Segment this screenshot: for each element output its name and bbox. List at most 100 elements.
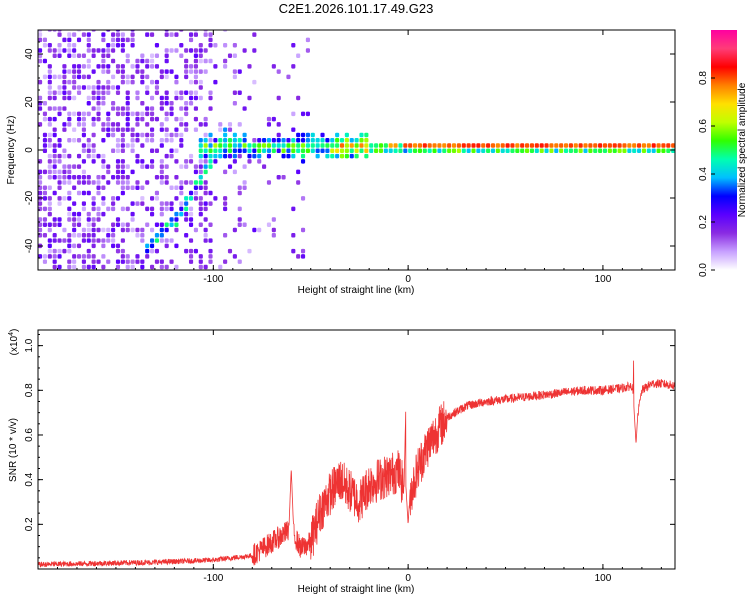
spectrogram-cell — [145, 85, 150, 90]
chart-title: C2E1.2026.101.17.49.G23 — [279, 1, 434, 16]
spectrogram-cell — [276, 95, 281, 101]
spectrogram-cell — [159, 238, 164, 243]
spectrogram-cell — [150, 106, 155, 111]
spectrogram-cell — [335, 138, 340, 143]
spectrogram-cell — [52, 127, 57, 132]
spectrogram-cell — [169, 217, 174, 222]
spectrogram-cell — [120, 132, 125, 138]
spectrogram-cell — [169, 106, 174, 111]
spectrogram-cell — [72, 53, 77, 59]
colorbar-ticks: 0.0 0.2 0.4 0.6 0.8 — [698, 71, 715, 277]
spectrogram-cell — [57, 48, 62, 53]
spectrogram-cell — [193, 127, 198, 132]
spectrogram-cell — [203, 159, 208, 164]
spectrogram-cell — [111, 32, 116, 37]
spectrogram-cell — [120, 138, 125, 143]
spectrogram-cell — [52, 48, 57, 53]
spectrogram-cell — [330, 138, 335, 143]
spectrogram-cell — [198, 180, 203, 185]
spectrogram-cell — [471, 148, 476, 154]
spectrogram-cell — [203, 69, 208, 74]
spectrogram-cell — [573, 143, 578, 148]
spectrogram-cell — [76, 190, 82, 196]
spectrogram-cell — [125, 264, 130, 270]
spectrogram-cell — [203, 58, 208, 64]
y-tick-label: -40 — [24, 238, 35, 253]
spectrogram-cell — [52, 90, 57, 95]
spectrogram-cell — [101, 264, 106, 270]
spectrogram-cell — [57, 143, 62, 148]
spectrogram-cell — [164, 132, 169, 138]
spectrogram-cell — [208, 153, 213, 159]
spectrogram-cell — [130, 79, 135, 85]
spectrogram-cell — [193, 164, 198, 169]
spectrogram-cell — [42, 196, 48, 201]
y-tick-label: -20 — [24, 190, 35, 205]
spectrogram-cell — [62, 37, 67, 43]
spectrogram-cell — [135, 254, 140, 259]
spectrogram-cell — [150, 243, 155, 249]
spectrogram-cell — [67, 48, 72, 53]
spectrogram-cell — [72, 264, 77, 270]
spectrogram-cell — [47, 30, 52, 32]
spectrogram-cell — [169, 69, 174, 74]
spectrogram-cell — [539, 143, 544, 148]
spectrogram-cell — [198, 95, 203, 101]
spectrogram-cell — [125, 106, 130, 111]
spectrogram-cell — [174, 217, 179, 222]
spectrogram-cell — [52, 116, 57, 122]
spectrogram-cell — [174, 32, 179, 37]
spectrogram-cell — [101, 69, 106, 74]
spectrogram-cell — [203, 227, 208, 233]
spectrogram-cell — [76, 222, 82, 227]
spectrogram-cell — [101, 159, 106, 164]
spectrogram-cell — [106, 90, 111, 95]
spectrogram-cell — [257, 153, 262, 159]
spectrogram-cell — [188, 48, 194, 53]
spectrogram-cell — [271, 227, 276, 233]
spectrogram-cell — [432, 143, 437, 148]
spectrogram-cell — [637, 143, 642, 148]
spectrogram-cell — [359, 132, 364, 138]
spectrogram-cell — [91, 132, 96, 138]
spectrogram-cell — [106, 79, 111, 85]
spectrogram-cell — [47, 95, 52, 101]
y-tick-label: 0 — [24, 147, 35, 153]
spectrogram-cell — [208, 132, 213, 138]
y-tick-label: 1.0 — [24, 338, 35, 352]
spectrogram-cell — [174, 211, 179, 217]
spectrogram-cell — [76, 53, 82, 59]
spectrogram-cell — [106, 227, 111, 233]
spectrogram-cell — [315, 148, 320, 154]
spectrogram-cell — [174, 159, 179, 164]
spectrogram-cell — [47, 153, 52, 159]
spectrogram-cell — [96, 111, 101, 117]
spectrogram-cell — [154, 116, 160, 122]
spectrogram-cell — [159, 174, 164, 180]
spectrogram-cell — [67, 42, 72, 48]
spectrogram-cell — [96, 48, 101, 53]
spectrogram-cell — [568, 143, 573, 148]
spectrogram-cell — [296, 53, 301, 59]
spectrogram-cell — [120, 143, 125, 148]
spectrogram-cell — [315, 143, 320, 148]
spectrogram-x-axis-label: Height of straight line (km) — [298, 285, 415, 296]
spectrogram-cell — [237, 206, 242, 212]
spectrogram-cell — [300, 159, 306, 164]
spectrogram-cell — [486, 148, 491, 154]
spectrogram-cell — [135, 185, 140, 191]
spectrogram-cell — [91, 238, 96, 243]
spectrogram-cell — [106, 64, 111, 69]
spectrogram-cell — [115, 32, 121, 37]
spectrogram-cell — [193, 58, 198, 64]
spectrogram-cell — [81, 233, 86, 238]
spectrogram-cell — [115, 159, 121, 164]
spectrogram-cell — [164, 111, 169, 117]
spectrogram-cell — [349, 153, 354, 159]
spectrogram-cell — [52, 217, 57, 222]
spectrogram-cell — [203, 48, 208, 53]
spectrogram-cell — [130, 217, 135, 222]
spectrogram-cell — [86, 58, 91, 64]
spectrogram-cell — [96, 85, 101, 90]
spectrogram-cell — [96, 101, 101, 106]
